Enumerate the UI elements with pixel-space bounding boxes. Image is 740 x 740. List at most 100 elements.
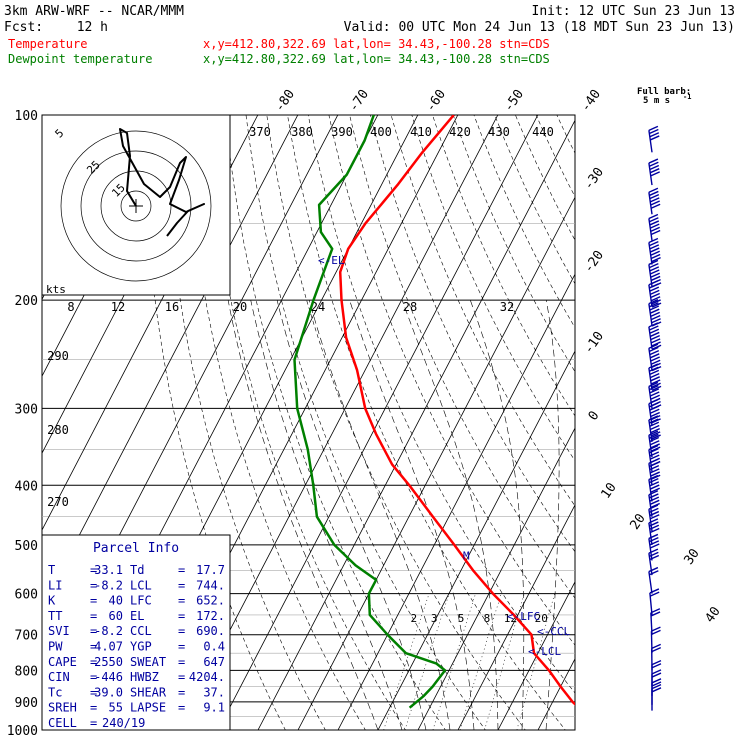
wind-barb-flag [650,296,661,302]
wind-barb-flag [649,372,660,379]
wind-barb-flag [649,302,659,308]
wind-barb-flag [648,322,659,328]
wind-barb-flag [650,203,661,209]
wind-barb-flag [649,388,660,394]
moist-adiabat-line [308,300,451,730]
parcel-sep: = [90,685,97,699]
wind-barb-flag [649,440,660,446]
wind-barb-flag [649,269,660,275]
parcel-key: PW [48,640,63,654]
wind-barb [651,683,662,711]
wind-barb-flag [649,468,660,474]
barb-key-exponent: -1 [683,93,691,101]
isotherm-line [658,115,740,730]
parcel-sep: = [178,594,185,608]
hodograph-speed-label: 20 [233,300,247,314]
dry-adiabat-line [598,115,740,740]
wind-barb-flag [649,325,659,331]
wind-barb-flag [651,344,662,350]
wind-barb-flag [651,302,662,308]
theta-label: 440 [532,125,554,139]
wind-barb-flag [648,343,659,349]
parcel-value: 39.0 [94,685,123,699]
wind-barb-flag [649,418,659,424]
wind-barb-flag [650,292,660,299]
wind-barb-flag [649,305,660,311]
level-marker: M [463,549,470,562]
isotherm-line [297,196,575,730]
dewpoint-profile [293,115,447,709]
wind-barb-flag [650,250,660,256]
mixing-ratio-line [484,593,525,730]
wind-barb-flag [648,474,659,481]
wind-barb-flag [649,197,660,203]
wind-barb-flag [649,570,659,576]
wind-barb-flag [649,366,659,372]
hodograph-speed-label: 32 [500,300,514,314]
parcel-value: 690. [196,624,225,638]
wind-barb-flag [649,551,659,557]
temperature-legend-label: Temperature [8,37,87,51]
wind-barb [648,533,660,561]
hodograph-ring [60,130,212,282]
mixing-ratio-label: 8 [484,612,491,625]
parcel-sep: = [90,716,97,730]
parcel-sep: = [178,563,185,577]
wind-barb-flag [649,451,660,457]
hodograph-trace [119,128,205,237]
wind-barb-flag [649,384,659,391]
wind-barb [648,415,661,442]
parcel-value: -446 [94,670,123,684]
wind-barb-flag [648,280,659,286]
parcel-sep: = [178,685,185,699]
wind-barb-flag [650,428,660,434]
wind-barb [648,363,662,392]
theta-label: 420 [449,125,471,139]
parcel-sep: = [90,655,97,669]
wind-barb-flag [651,341,661,347]
wind-barb-flag [648,298,659,305]
wind-barb [648,504,660,532]
parcel-value: 744. [196,578,225,592]
parcel-sep: = [178,624,185,638]
theta-label: 270 [47,495,69,509]
wind-barb-flag [650,394,660,400]
wind-barb-flag [649,266,660,272]
wind-barb-flag [648,430,659,436]
isotherm-label: 40 [702,604,723,625]
wind-barb-flag [650,275,661,282]
wind-barb-staff [648,509,653,532]
forecast-label: Fcst: [4,20,43,35]
wind-barb-flag [650,376,660,382]
parcel-value: 2550 [94,655,123,669]
wind-barb-flag [649,331,660,338]
parcel-key: CELL [48,716,77,730]
parcel-sep: = [90,578,97,592]
wind-barb-flag [650,471,660,477]
parcel-sep: = [178,670,185,684]
parcel-value: 33.1 [94,563,123,577]
parcel-value: 0.4 [203,640,225,654]
wind-barb-flag [650,443,660,449]
hodograph-speed-label: 16 [165,300,179,314]
wind-barb-flag [649,132,660,138]
wind-barb-staff [648,386,653,409]
dry-adiabat-line [535,115,575,198]
dry-adiabat-line [578,115,740,740]
wind-barb-staff [648,479,653,502]
parcel-key: EL [130,609,144,623]
wind-barb-flag [649,217,659,223]
wind-barb-flag [649,421,660,427]
parcel-value: 4204. [189,670,225,684]
parcel-key: CCL [130,624,152,638]
parcel-key: SREH [48,701,77,715]
isotherm-label: -60 [423,87,449,115]
wind-barb-flag [650,487,660,493]
wind-barb-flag [649,223,660,229]
parcel-key: SHEAR [130,685,167,699]
wind-barb-flag [649,543,660,549]
dry-adiabat-line [473,115,575,329]
wind-barb-staff [648,303,653,326]
moist-adiabat-line [250,300,403,730]
level-annotation: <-CCL [537,625,570,638]
